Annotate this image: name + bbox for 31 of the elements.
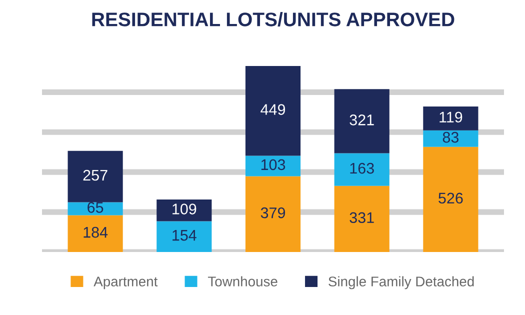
data-label: 331 — [350, 212, 374, 224]
bar — [334, 186, 390, 252]
bar — [68, 215, 123, 252]
data-label: 119 — [440, 112, 462, 123]
data-label: 65 — [88, 202, 104, 213]
data-label: 449 — [260, 104, 286, 115]
legend-label: Single Family Detached — [328, 276, 474, 290]
bar — [334, 89, 390, 154]
data-label: 257 — [83, 170, 108, 181]
bar — [423, 106, 478, 130]
data-label: 379 — [260, 207, 286, 218]
bar — [423, 146, 478, 252]
data-label: 163 — [350, 162, 374, 174]
bar — [423, 130, 478, 147]
data-label: 103 — [261, 159, 286, 170]
data-label: 154 — [172, 230, 196, 241]
bar — [245, 66, 301, 156]
legend-label: Townhouse — [208, 276, 278, 286]
bar — [245, 156, 301, 176]
data-label: 184 — [84, 226, 108, 238]
data-label: 83 — [442, 132, 459, 143]
chart-title: RESIDENTIAL LOTS/UNITS APPROVED — [92, 12, 454, 27]
bar — [156, 199, 212, 222]
bar — [245, 176, 301, 252]
bar — [334, 153, 390, 186]
legend-label: Apartment — [94, 276, 158, 290]
data-label: 109 — [172, 204, 196, 214]
data-label: 526 — [438, 192, 463, 204]
data-label: 321 — [350, 114, 374, 126]
bar — [68, 150, 123, 202]
bar — [156, 221, 212, 252]
